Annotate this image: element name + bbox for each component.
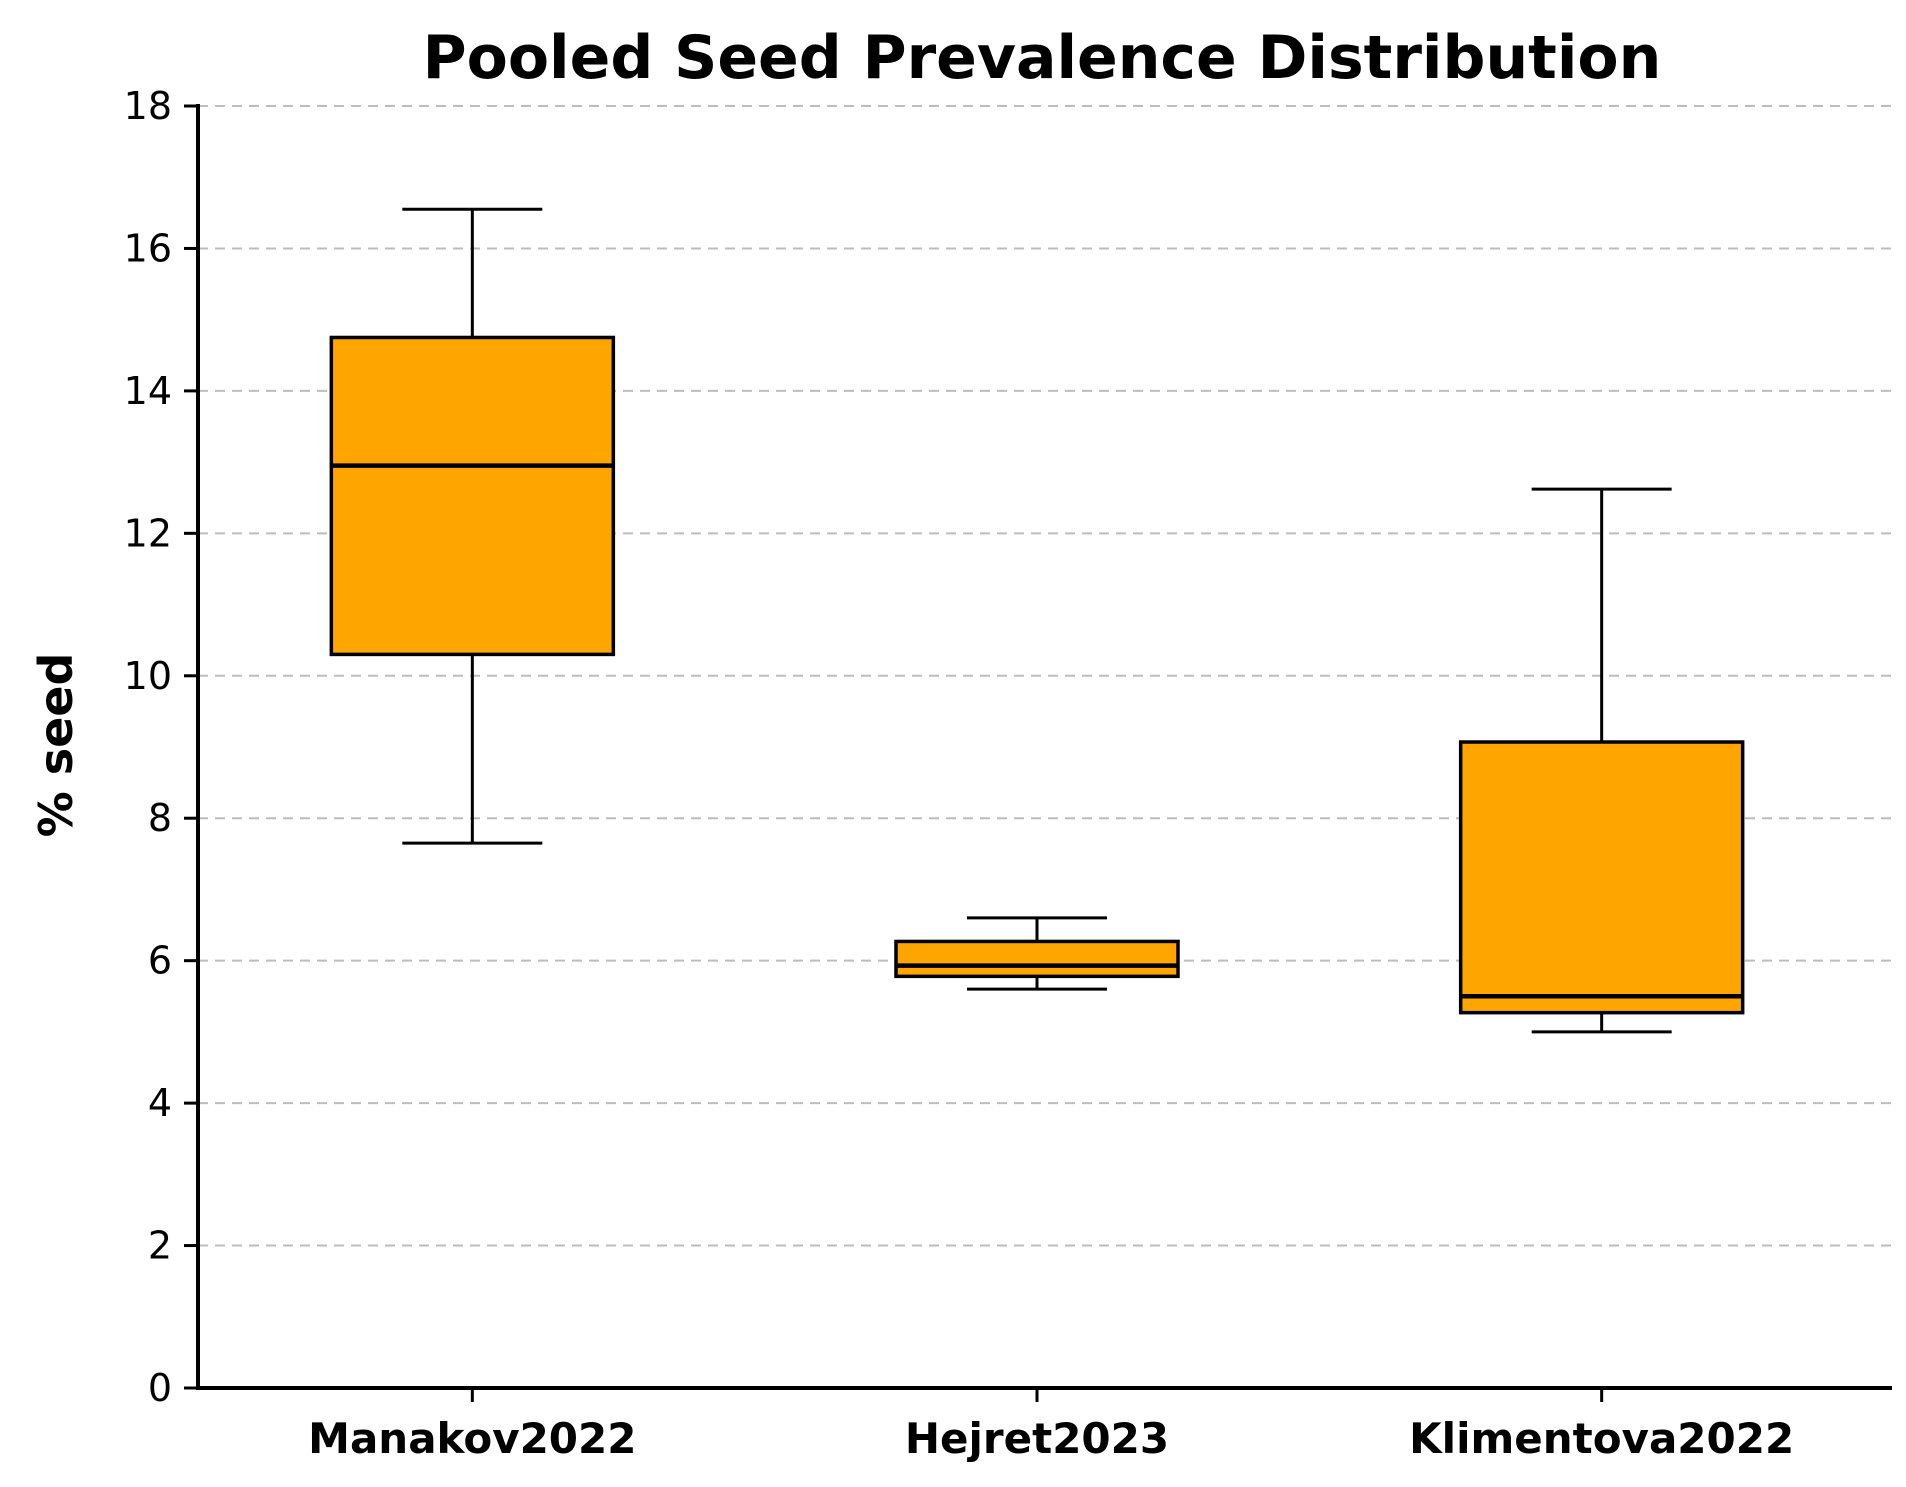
iqr-box <box>1458 740 1745 1015</box>
iqr-box <box>329 335 616 657</box>
box-Klimentova2022 <box>1458 487 1745 1034</box>
box-Manakov2022 <box>329 207 616 845</box>
ytick-label-2: 2 <box>148 1224 172 1268</box>
xtick-label-Manakov2022: Manakov2022 <box>308 1414 636 1463</box>
y-axis-ticks: 0 2 4 6 8 10 12 14 16 18 <box>124 84 198 1410</box>
box-Hejret2023 <box>894 916 1180 991</box>
y-gridlines <box>198 105 1892 1247</box>
ytick-label-10: 10 <box>124 654 172 698</box>
box-series <box>329 207 1745 1034</box>
chart-title: Pooled Seed Prevalence Distribution <box>423 23 1662 93</box>
ytick-label-0: 0 <box>148 1366 172 1410</box>
ytick-label-12: 12 <box>124 511 172 555</box>
ytick-label-8: 8 <box>148 796 172 840</box>
ytick-label-6: 6 <box>148 939 172 983</box>
ytick-label-4: 4 <box>148 1081 172 1125</box>
ytick-label-16: 16 <box>124 226 172 270</box>
xtick-label-Klimentova2022: Klimentova2022 <box>1409 1414 1794 1463</box>
iqr-box <box>894 939 1180 979</box>
ytick-label-14: 14 <box>124 369 172 413</box>
x-axis-ticks: Manakov2022 Hejret2023 Klimentova2022 <box>308 1388 1794 1463</box>
ytick-label-18: 18 <box>124 84 172 128</box>
y-axis-label: % seed <box>29 653 83 838</box>
xtick-label-Hejret2023: Hejret2023 <box>905 1414 1169 1463</box>
